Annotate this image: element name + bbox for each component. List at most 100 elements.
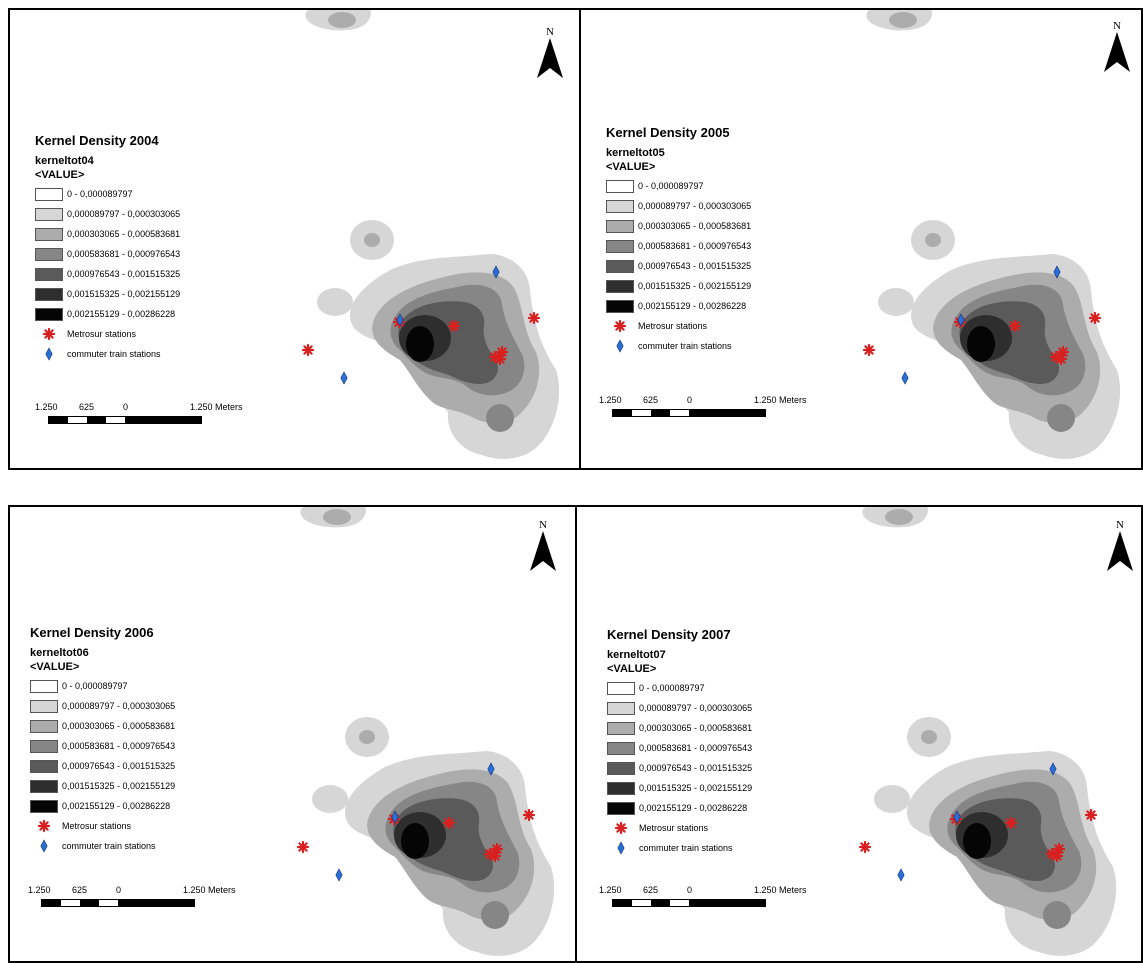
legend-class-label: 0,000583681 - 0,000976543	[62, 741, 176, 751]
legend-title: Kernel Density 2006	[30, 625, 154, 640]
legend-class-label: 0,002155129 - 0,00286228	[638, 301, 747, 311]
scale-label: 625	[643, 885, 659, 895]
legend-class-label: 0,001515325 - 0,002155129	[67, 289, 181, 299]
map-panel: N Kernel Density 2006 kerneltot06 <VALUE…	[8, 505, 577, 963]
legend-swatch	[35, 287, 63, 301]
density-surface	[300, 507, 555, 956]
legend-commuter-row: commuter train stations	[606, 336, 751, 356]
legend-class-row: 0,001515325 - 0,002155129	[607, 778, 752, 798]
legend-class-label: 0,000976543 - 0,001515325	[62, 761, 176, 771]
legend-swatch	[607, 681, 635, 695]
scale-label: 625	[79, 402, 95, 412]
scale-bar-segments	[612, 899, 766, 907]
legend-class-label: 0,000976543 - 0,001515325	[639, 763, 753, 773]
legend: Kernel Density 2007 kerneltot07 <VALUE> …	[607, 627, 752, 858]
scale-label: 1.250	[35, 402, 58, 412]
legend-swatch	[607, 741, 635, 755]
legend-class-row: 0 - 0,000089797	[606, 176, 751, 196]
legend-class-label: 0,000303065 - 0,000583681	[62, 721, 176, 731]
legend-swatch	[606, 219, 634, 233]
scale-label: 0	[123, 402, 129, 412]
north-label: N	[1116, 519, 1124, 531]
legend-class-row: 0,002155129 - 0,00286228	[35, 304, 180, 324]
legend-class-label: 0,001515325 - 0,002155129	[638, 281, 752, 291]
legend-layer-name: kerneltot04	[35, 155, 94, 167]
legend-class-row: 0,000976543 - 0,001515325	[607, 758, 752, 778]
legend-class-label: 0,000976543 - 0,001515325	[67, 269, 181, 279]
north-arrow: N	[1104, 20, 1130, 79]
north-label: N	[546, 26, 554, 38]
legend-metrosur-label: Metrosur stations	[639, 823, 709, 833]
legend-class-label: 0,000303065 - 0,000583681	[67, 229, 181, 239]
legend-commuter-label: commuter train stations	[639, 843, 733, 853]
legend-class-label: 0 - 0,000089797	[67, 189, 133, 199]
legend-swatch	[30, 679, 58, 693]
north-label: N	[1113, 20, 1121, 32]
legend-metrosur-row: Metrosur stations	[35, 324, 180, 344]
legend-class-row: 0,000089797 - 0,000303065	[606, 196, 751, 216]
legend-swatch	[606, 199, 634, 213]
legend-swatch	[607, 801, 635, 815]
legend-class-row: 0,001515325 - 0,002155129	[35, 284, 180, 304]
legend-swatch	[30, 799, 58, 813]
legend-swatch	[607, 761, 635, 775]
scale-label: 625	[643, 395, 659, 405]
legend-commuter-row: commuter train stations	[35, 344, 180, 364]
legend-swatch	[606, 259, 634, 273]
legend-class-label: 0,000303065 - 0,000583681	[639, 723, 753, 733]
legend-class-label: 0,000303065 - 0,000583681	[638, 221, 752, 231]
legend-class-row: 0 - 0,000089797	[35, 184, 180, 204]
legend-swatch	[607, 721, 635, 735]
legend-swatch	[35, 307, 63, 321]
legend-class-label: 0,000583681 - 0,000976543	[67, 249, 181, 259]
legend-class-row: 0,000303065 - 0,000583681	[30, 716, 175, 736]
scale-label: 1.250	[28, 885, 51, 895]
legend-class-label: 0 - 0,000089797	[639, 683, 705, 693]
north-arrow-icon	[530, 531, 556, 571]
commuter-diamond-icon	[617, 841, 625, 855]
legend-metrosur-label: Metrosur stations	[62, 821, 132, 831]
legend-class-row: 0,002155129 - 0,00286228	[606, 296, 751, 316]
legend-commuter-label: commuter train stations	[67, 349, 161, 359]
density-surface	[862, 507, 1117, 956]
legend-value-header: <VALUE>	[607, 663, 657, 675]
scale-label: 0	[687, 395, 693, 405]
legend-swatch	[607, 701, 635, 715]
legend: Kernel Density 2006 kerneltot06 <VALUE> …	[30, 625, 175, 856]
scale-label: 625	[72, 885, 88, 895]
legend-swatch	[30, 779, 58, 793]
scale-label: 1.250	[599, 885, 622, 895]
metrosur-asterisk-icon	[37, 819, 51, 833]
legend-class-label: 0,002155129 - 0,00286228	[67, 309, 176, 319]
legend-swatch	[607, 781, 635, 795]
legend-commuter-label: commuter train stations	[62, 841, 156, 851]
legend-title: Kernel Density 2004	[35, 133, 159, 148]
north-label: N	[539, 519, 547, 531]
legend-class-label: 0,000089797 - 0,000303065	[62, 701, 176, 711]
north-arrow-icon	[1107, 531, 1133, 571]
legend-swatch	[606, 179, 634, 193]
legend-value-header: <VALUE>	[30, 661, 80, 673]
legend: Kernel Density 2004 kerneltot04 <VALUE> …	[35, 133, 180, 364]
legend-metrosur-row: Metrosur stations	[607, 818, 752, 838]
north-arrow: N	[530, 519, 556, 578]
scale-bar-segments	[41, 899, 195, 907]
scale-bar: 1.250 625 0 1.250 Meters	[599, 395, 829, 417]
legend-class-label: 0 - 0,000089797	[62, 681, 128, 691]
legend-class-label: 0,000976543 - 0,001515325	[638, 261, 752, 271]
legend-class-label: 0,002155129 - 0,00286228	[639, 803, 748, 813]
legend-commuter-label: commuter train stations	[638, 341, 732, 351]
legend-swatch	[30, 739, 58, 753]
legend-class-label: 0,000583681 - 0,000976543	[639, 743, 753, 753]
scale-label: 0	[687, 885, 693, 895]
legend-swatch	[30, 699, 58, 713]
legend-class-row: 0 - 0,000089797	[30, 676, 175, 696]
legend-swatch	[30, 759, 58, 773]
legend-class-row: 0,001515325 - 0,002155129	[606, 276, 751, 296]
legend-class-row: 0,000976543 - 0,001515325	[606, 256, 751, 276]
legend-value-header: <VALUE>	[35, 169, 85, 181]
legend-metrosur-row: Metrosur stations	[30, 816, 175, 836]
north-arrow: N	[1107, 519, 1133, 578]
north-arrow: N	[537, 26, 563, 85]
legend-swatch	[35, 207, 63, 221]
